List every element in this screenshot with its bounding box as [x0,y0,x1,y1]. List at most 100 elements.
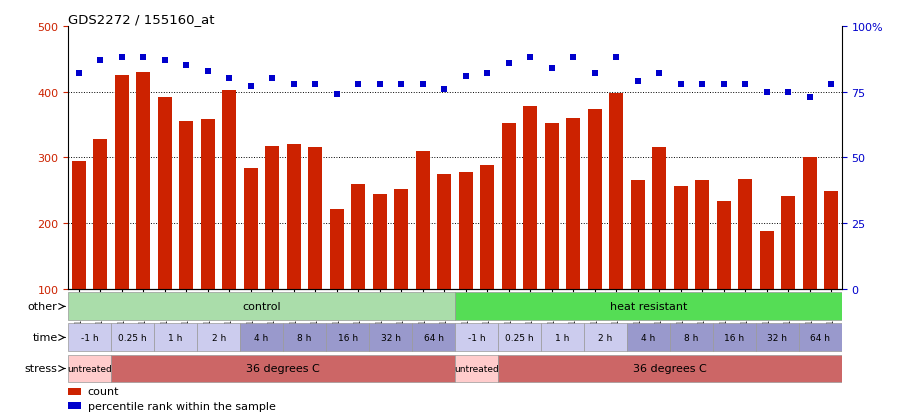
Bar [351,184,365,289]
Text: 0.25 h: 0.25 h [118,333,147,342]
Text: percentile rank within the sample: percentile rank within the sample [87,401,276,411]
Bar [541,324,584,351]
Point [200,68,215,75]
Bar [673,187,688,289]
Bar [154,324,197,351]
Bar [201,120,215,289]
Text: 0.25 h: 0.25 h [505,333,534,342]
Bar [68,388,81,395]
Bar [803,158,816,289]
Bar [695,181,709,289]
Point [394,81,409,88]
Point [459,74,473,80]
Text: 16 h: 16 h [724,333,744,342]
Bar [329,209,344,289]
Text: other: other [28,301,57,312]
Point [437,86,451,93]
Point [265,76,279,83]
Text: 16 h: 16 h [338,333,358,342]
Bar [197,324,240,351]
Point [480,71,494,77]
Bar [416,152,430,289]
Text: heat resistant: heat resistant [610,301,687,312]
Bar [824,191,838,289]
Bar [498,355,842,382]
Point [244,84,258,90]
Point [803,94,817,101]
Text: 4 h: 4 h [642,333,655,342]
Bar [72,161,86,289]
Bar [455,293,842,320]
Bar [631,180,644,289]
Point [93,58,107,64]
Point [544,66,559,72]
Point [308,81,323,88]
Point [695,81,710,88]
Text: 2 h: 2 h [211,333,226,342]
Bar [111,324,154,351]
Text: 36 degrees C: 36 degrees C [633,363,707,374]
Bar [68,293,455,320]
Point [652,71,666,77]
Text: 64 h: 64 h [810,333,830,342]
Bar [523,107,537,289]
Bar [438,174,451,289]
Bar [652,148,666,289]
Bar [738,180,752,289]
Bar [244,169,258,289]
Bar [369,324,412,351]
Bar [136,73,150,289]
Text: 1 h: 1 h [168,333,183,342]
Bar [455,324,498,351]
Bar [480,166,494,289]
Bar [394,190,409,289]
Text: 4 h: 4 h [255,333,268,342]
Text: untreated: untreated [454,364,499,373]
Bar [373,194,387,289]
Bar [609,94,623,289]
Bar [283,324,326,351]
Text: -1 h: -1 h [468,333,485,342]
Text: 36 degrees C: 36 degrees C [247,363,320,374]
Point [136,55,151,62]
Text: 2 h: 2 h [598,333,612,342]
Point [372,81,387,88]
Bar [588,110,602,289]
Point [329,92,344,98]
Bar [713,324,756,351]
Point [781,89,795,96]
Bar [94,140,107,289]
Bar [266,147,279,289]
Text: 32 h: 32 h [380,333,400,342]
Point [609,55,623,62]
Text: control: control [242,301,281,312]
Text: 64 h: 64 h [423,333,443,342]
Point [738,81,753,88]
Bar [287,145,301,289]
Bar [799,324,842,351]
Bar [545,124,559,289]
Text: GDS2272 / 155160_at: GDS2272 / 155160_at [68,13,215,26]
Bar [501,123,516,289]
Bar [566,119,581,289]
Point [566,55,581,62]
Bar [459,172,472,289]
Bar [115,76,129,289]
Bar [584,324,627,351]
Bar [670,324,713,351]
Bar [111,355,455,382]
Text: 32 h: 32 h [767,333,787,342]
Point [351,81,366,88]
Bar [326,324,369,351]
Point [673,81,688,88]
Bar [222,90,237,289]
Point [287,81,301,88]
Point [222,76,237,83]
Bar [760,231,774,289]
Point [523,55,538,62]
Point [501,60,516,67]
Bar [179,122,194,289]
Text: untreated: untreated [67,364,112,373]
Point [72,71,86,77]
Bar [627,324,670,351]
